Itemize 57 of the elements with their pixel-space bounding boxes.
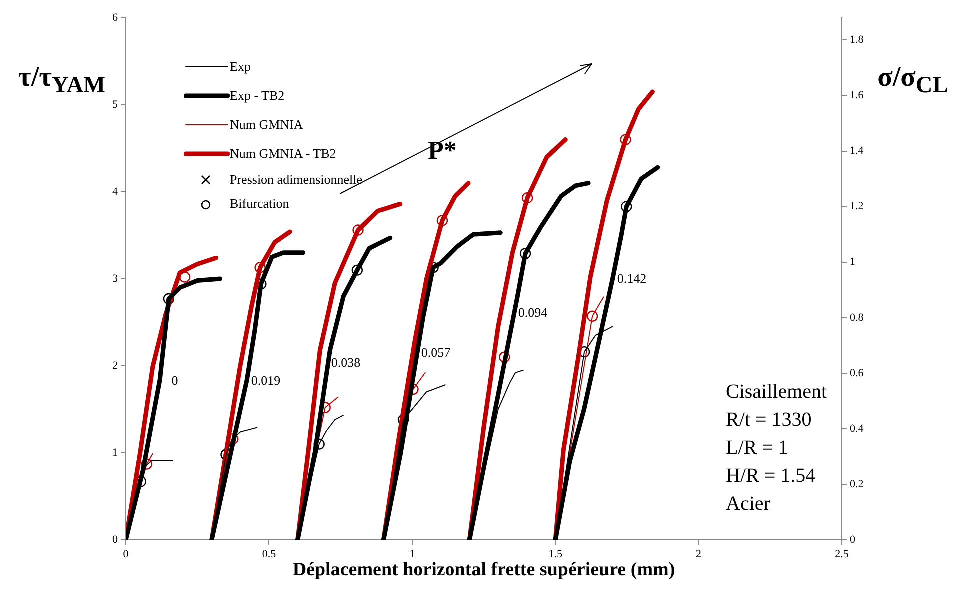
legend-label: Pression adimensionnelle (230, 172, 363, 188)
y2-tick-label: 1.8 (850, 34, 864, 46)
y2-axis-title: σ/σ$_{CL}$ (876, 61, 950, 101)
point (620, 134, 632, 146)
y-tick-label: 4 (112, 186, 118, 198)
y-tick-label: 1 (112, 446, 118, 459)
legend-label: Exp (230, 58, 251, 74)
y-tick-label: 2 (112, 360, 118, 372)
point (522, 192, 534, 204)
y2-tick-label: 1.4 (850, 145, 864, 158)
point (436, 215, 448, 226)
point (621, 201, 632, 212)
y-tick-label: 5 (112, 98, 118, 111)
x-tick-label: 2 (696, 548, 702, 560)
y-tick-label: 3 (112, 272, 118, 285)
annotation: 0.057 (420, 344, 452, 362)
legend-label: Num GMNIA (230, 116, 304, 132)
x-tick-label: 0.5 (262, 548, 277, 560)
point (352, 224, 364, 236)
point (254, 262, 266, 274)
point (499, 352, 510, 363)
annotation: 0.019 (250, 372, 282, 390)
y2-tick-label: 0.8 (850, 312, 864, 324)
annotation: Cisaillement (726, 380, 828, 405)
point (352, 264, 364, 276)
y2-tick-label: 0.6 (850, 367, 864, 380)
annotation: P* (428, 136, 457, 166)
point (314, 438, 325, 450)
legend-label: Exp - TB2 (230, 88, 285, 104)
y2-tick-label: 1 (850, 256, 856, 268)
point (163, 293, 175, 305)
y2-tick-label: 1.2 (850, 200, 864, 213)
y2-tick-label: 1.6 (850, 90, 864, 102)
x-axis-title: Déplacement horizontal frette supérieure (mm) (292, 560, 676, 581)
y2-tick-label: 0.4 (850, 422, 864, 435)
y2-tick-label: 0.2 (850, 478, 864, 490)
annotation: 0.038 (330, 354, 362, 372)
annotation: 0.142 (616, 270, 648, 288)
x-tick-label: 1 (410, 548, 416, 560)
annotation: 0 (170, 372, 180, 390)
x-tick-label: 2.5 (835, 548, 850, 560)
legend-label: Num GMNIA - TB2 (230, 146, 336, 162)
y-tick-label: 0 (112, 534, 118, 546)
legend-label: Bifurcation (230, 196, 290, 212)
annotation: L/R = 1 (726, 436, 790, 461)
y-tick-label: 6 (112, 12, 118, 24)
annotation: Acier (726, 492, 772, 517)
annotation: R/t = 1330 (726, 408, 813, 433)
annotation: 0.094 (517, 304, 549, 322)
point (520, 248, 532, 260)
point (179, 272, 191, 283)
y-axis-title: τ/τ$_{YAM}$ (18, 62, 106, 99)
x-tick-label: 0 (123, 548, 130, 560)
y2-tick-label: 0 (850, 534, 856, 546)
annotation: H/R = 1.54 (726, 464, 817, 489)
point (586, 310, 598, 322)
x-tick-label: 1.5 (548, 548, 563, 560)
